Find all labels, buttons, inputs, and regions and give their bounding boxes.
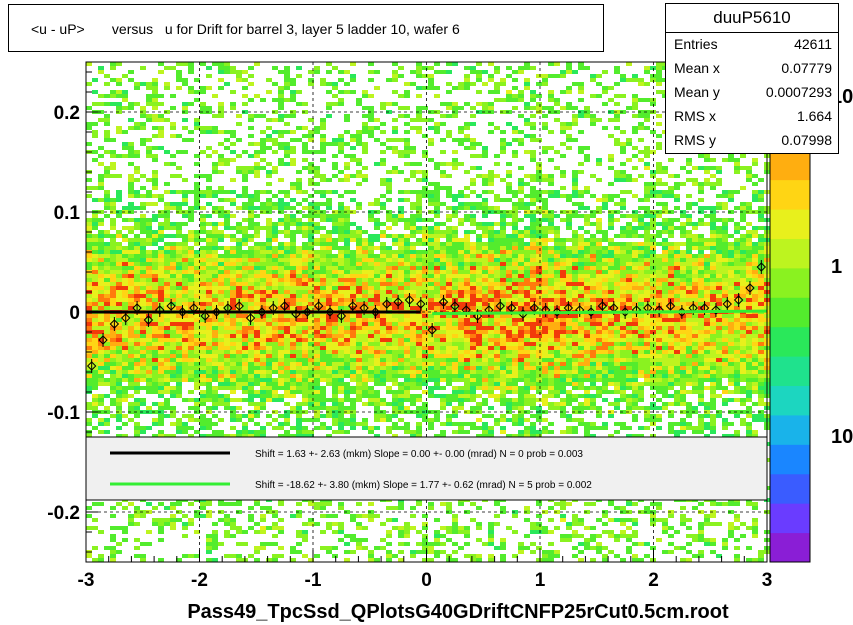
profile-point <box>109 319 120 329</box>
title-box: <u - uP> versus u for Drift for barrel 3… <box>8 4 604 52</box>
chart-title: <u - uP> versus u for Drift for barrel 3… <box>31 21 460 37</box>
profile-point <box>348 301 358 311</box>
profile-point <box>450 301 460 311</box>
palette-swatch <box>770 473 810 504</box>
stat-row-mean-y: Mean y 0.0007293 <box>674 84 832 106</box>
stat-row-entries: Entries 42611 <box>674 36 832 58</box>
stat-value: 0.07998 <box>781 132 832 148</box>
y-tick-label: -0.1 <box>47 403 80 424</box>
x-tick-label: 2 <box>648 570 659 591</box>
stat-value: 1.664 <box>796 108 832 124</box>
stats-title: duuP5610 <box>713 8 791 27</box>
profile-point <box>745 283 755 293</box>
stat-row-rms-x: RMS x 1.664 <box>674 108 832 130</box>
profile-point <box>245 313 256 323</box>
profile-point <box>279 301 290 311</box>
profile-point <box>733 295 744 305</box>
palette-swatch <box>770 267 810 298</box>
profile-point <box>393 297 403 307</box>
x-tick-label: 0 <box>421 570 432 591</box>
palette-swatch <box>770 209 810 239</box>
profile-point <box>756 262 767 272</box>
x-tick-label: -1 <box>305 570 322 591</box>
fit-legend: Shift = 1.63 +- 2.63 (mkm) Slope = 0.00 … <box>85 436 768 501</box>
profile-point <box>427 325 437 335</box>
profile-point <box>234 301 244 311</box>
palette-label: 1 <box>831 256 842 278</box>
profile-point <box>722 299 732 309</box>
profile-point <box>665 301 676 311</box>
profile-point <box>98 335 108 345</box>
profile-point <box>506 303 517 313</box>
stats-divider <box>666 32 838 33</box>
stat-value: 42611 <box>794 36 832 52</box>
stat-key: Entries <box>674 36 718 52</box>
palette-swatch <box>770 503 810 534</box>
y-tick-label: 0.2 <box>54 103 80 124</box>
profile-point <box>609 303 619 313</box>
palette-swatch <box>770 356 810 387</box>
fit-lines <box>86 309 768 316</box>
palette-swatch <box>770 385 810 416</box>
profile-point <box>597 301 608 311</box>
stat-row-rms-y: RMS y 0.07998 <box>674 132 832 154</box>
profile-point <box>143 315 154 325</box>
profile-point <box>495 301 505 311</box>
profile-point <box>416 299 426 309</box>
profile-point <box>313 301 324 311</box>
axes: -3 -2 -1 0 1 2 3 -0.2 -0.1 0 0.1 0.2 <box>47 61 773 591</box>
profile-point <box>166 301 176 311</box>
palette-swatch <box>770 444 810 475</box>
palette-swatch <box>770 414 810 445</box>
profile-point <box>563 303 574 313</box>
x-axis-title: Pass49_TpcSsd_QPlotsG40GDriftCNFP25rCut0… <box>187 601 729 623</box>
palette-swatch <box>770 326 810 357</box>
profile-point <box>529 303 540 313</box>
stat-value: 0.0007293 <box>765 84 832 100</box>
fit-line-green <box>432 309 768 316</box>
x-tick-label: -3 <box>78 570 95 591</box>
stat-key: Mean y <box>674 84 720 100</box>
profile-markers <box>86 260 767 373</box>
profile-point <box>404 295 415 305</box>
x-tick-label: 1 <box>535 570 546 591</box>
y-tick-label: -0.2 <box>47 503 80 524</box>
profile-point <box>86 361 97 371</box>
legend-box <box>85 436 768 501</box>
stats-box: duuP5610 Entries 42611 Mean x 0.07779 Me… <box>665 3 839 154</box>
y-tick-label: 0 <box>69 303 80 324</box>
x-tick-label: -2 <box>191 570 208 591</box>
profile-point <box>121 313 131 323</box>
profile-point <box>438 297 449 307</box>
palette-swatch <box>770 179 810 210</box>
stat-key: RMS x <box>674 108 716 124</box>
stat-value: 0.07779 <box>781 60 832 76</box>
palette-swatch <box>770 297 810 328</box>
x-tick-label: 3 <box>762 570 773 591</box>
legend-text: Shift = 1.63 +- 2.63 (mkm) Slope = 0.00 … <box>255 449 583 460</box>
stat-row-mean-x: Mean x 0.07779 <box>674 60 832 82</box>
legend-text: Shift = -18.62 +- 3.80 (mkm) Slope = 1.7… <box>255 480 592 491</box>
palette-swatch <box>770 532 810 563</box>
y-tick-label: 0.1 <box>54 203 81 224</box>
palette-label: 10 <box>831 426 853 448</box>
palette-swatch <box>770 238 810 269</box>
stat-key: RMS y <box>674 132 716 148</box>
palette-swatch <box>770 150 810 181</box>
profile-point <box>382 299 392 309</box>
stat-key: Mean x <box>674 60 720 76</box>
